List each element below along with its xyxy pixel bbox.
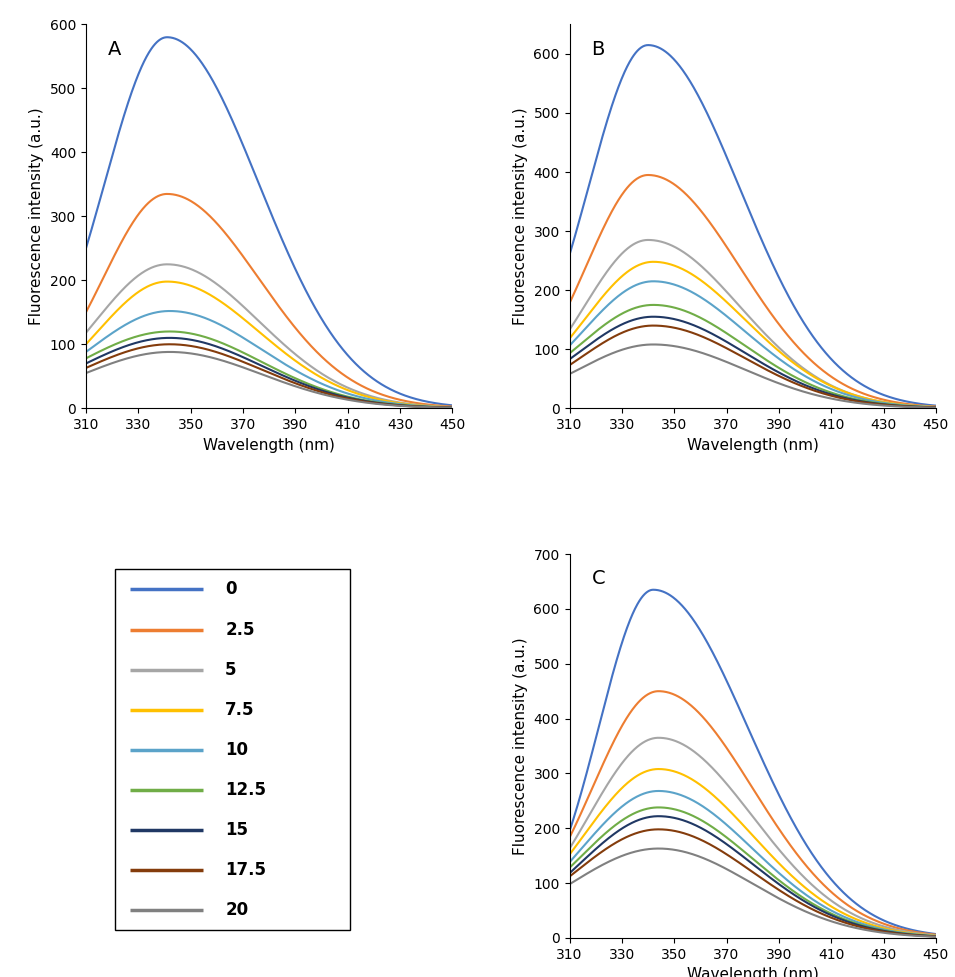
Text: C: C <box>591 570 605 588</box>
Text: 10: 10 <box>225 741 248 759</box>
X-axis label: Wavelength (nm): Wavelength (nm) <box>203 438 335 452</box>
Text: 0: 0 <box>225 580 237 599</box>
Text: A: A <box>108 40 121 59</box>
Text: 15: 15 <box>225 821 248 839</box>
Text: 2.5: 2.5 <box>225 620 255 639</box>
Text: 20: 20 <box>225 901 248 919</box>
X-axis label: Wavelength (nm): Wavelength (nm) <box>687 438 818 452</box>
X-axis label: Wavelength (nm): Wavelength (nm) <box>687 967 818 977</box>
Y-axis label: Fluorescence intensity (a.u.): Fluorescence intensity (a.u.) <box>30 107 44 325</box>
Text: B: B <box>591 40 605 59</box>
Text: 12.5: 12.5 <box>225 781 266 799</box>
Y-axis label: Fluorescence intensity (a.u.): Fluorescence intensity (a.u.) <box>513 107 528 325</box>
Y-axis label: Fluorescence intensity (a.u.): Fluorescence intensity (a.u.) <box>513 637 528 855</box>
Text: 17.5: 17.5 <box>225 861 266 879</box>
Text: 7.5: 7.5 <box>225 701 255 719</box>
Text: 5: 5 <box>225 660 237 679</box>
